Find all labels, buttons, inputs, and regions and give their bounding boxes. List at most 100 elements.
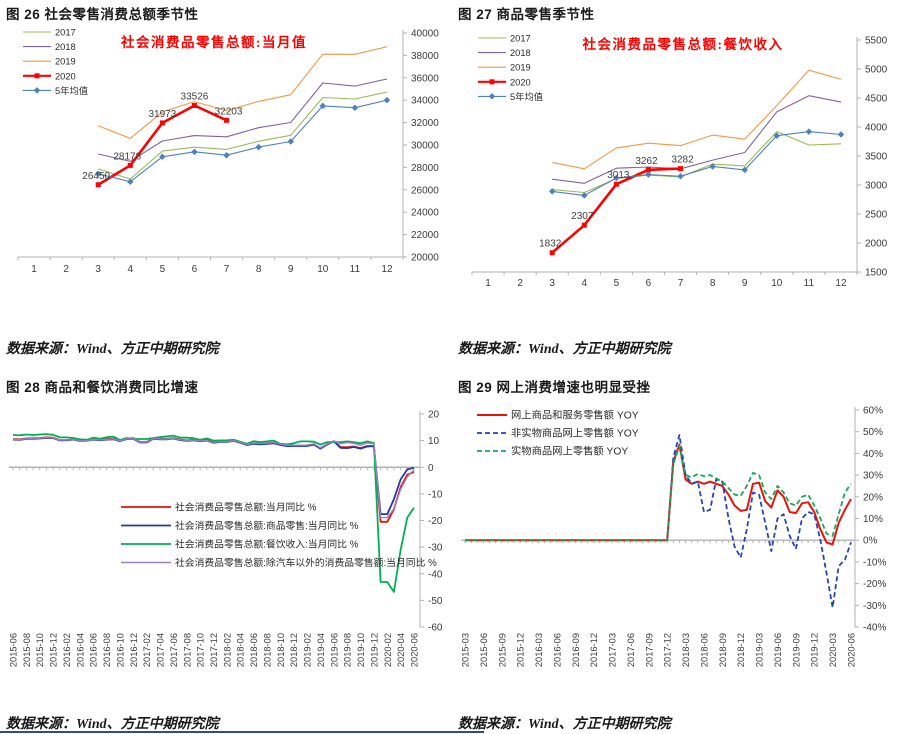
legend-label: 2019 [510, 63, 531, 73]
legend-label: 2020 [55, 71, 76, 81]
series-社会消费品零售总额:餐饮收入:当月同比 % [12, 433, 415, 593]
x-tick-label: 2020-03 [828, 633, 838, 667]
x-tick-label: 2018-12 [289, 633, 299, 667]
x-tick-label: 2019-06 [329, 633, 339, 667]
point-marker [191, 148, 198, 156]
x-tick-label: 2017-08 [182, 633, 192, 667]
point-marker [548, 188, 556, 195]
x-tick-label: 2018-12 [736, 633, 746, 667]
series-社会消费品零售总额:除汽车以外的消费品零售额:当月同比 % [12, 437, 415, 519]
point-marker [678, 166, 684, 172]
y-tick-label: 20000 [411, 253, 439, 264]
data-label: 3013 [607, 170, 630, 181]
series-line [12, 433, 415, 593]
y-tick-label: 36000 [411, 73, 439, 84]
y-tick-label: 3500 [865, 152, 888, 163]
point-marker [127, 178, 134, 185]
x-tick-label: 10 [771, 278, 783, 289]
series-5年均值 [548, 128, 845, 199]
legend-label: 2017 [55, 28, 76, 38]
x-tick-label: 2018-08 [262, 633, 272, 667]
figure-27-source: 数据来源：Wind、方正中期研究院 [458, 342, 671, 357]
point-marker [287, 138, 294, 145]
series-line [12, 437, 415, 519]
legend-label: 2018 [55, 42, 76, 52]
figure-27-chart: 1 2 3 4 5 6 7 8 9 10 11 125500500045004000350030002… [471, 34, 888, 289]
figure-28-chart: 2015-06 2015-08 2015-10 2015-12 2016-02 2016-… [9, 410, 443, 668]
x-tick-label: 2018-06 [699, 633, 709, 667]
data-label: 33526 [181, 92, 209, 103]
series-网上商品和服务零售额 YOY [465, 443, 852, 546]
legend-label: 实物商品网上零售额 YOY [511, 445, 628, 458]
series-2017 [552, 131, 842, 194]
series-5年均值 [94, 96, 391, 185]
x-tick-label: 2015-10 [35, 633, 45, 667]
x-tick-label: 2016-04 [75, 633, 85, 667]
x-tick-label: 2016-08 [102, 633, 112, 667]
y-tick-label: -30 [428, 543, 443, 554]
x-tick-label: 2017-06 [169, 633, 179, 667]
y-tick-label: 0% [863, 536, 878, 547]
x-tick-label: 2015-12 [49, 633, 59, 667]
inner-chart-title: 社会消费品零售总额:当月值 [120, 34, 307, 50]
axes: 1 2 3 4 5 6 7 8 9 10 11 125500500045004000350030002… [471, 36, 888, 289]
y-tick-label: -50 [428, 596, 443, 607]
legend: 2017 2018 2019 2020 5年均值 [478, 34, 543, 102]
x-tick-label: 2015-06 [479, 633, 489, 667]
series-line [552, 131, 842, 196]
series-line [97, 46, 388, 139]
x-tick-label: 2015-09 [497, 633, 507, 667]
series-line [465, 434, 852, 609]
figure-28-title: 图 28 商品和餐饮消费同比增速 [6, 380, 199, 395]
y-tick-label: 24000 [411, 208, 439, 219]
y-tick-label: 22000 [411, 230, 439, 241]
point-marker [33, 87, 41, 94]
x-tick-label: 2019-09 [791, 633, 801, 667]
series-line [98, 91, 388, 180]
point-marker [255, 143, 262, 151]
series-2017 [98, 91, 388, 180]
series-2020 [549, 166, 684, 256]
series-2018 [552, 95, 842, 184]
y-tick-label: 20% [863, 492, 883, 503]
legend-label: 2018 [510, 48, 531, 58]
x-tick-label: 4 [582, 278, 588, 289]
x-tick-label: 2018-03 [681, 633, 691, 667]
series-实物商品网上零售额 YOY [465, 444, 852, 542]
point-marker [159, 153, 166, 161]
point-marker [191, 103, 197, 109]
y-tick-label: -10 [428, 489, 443, 500]
series-line [552, 95, 842, 184]
x-tick-label: 2019-02 [303, 633, 313, 667]
x-tick-label: 11 [350, 264, 361, 275]
series-line [552, 69, 842, 170]
series-2019 [97, 46, 388, 139]
x-tick-label: 2020-06 [847, 633, 857, 667]
point-marker [224, 117, 230, 123]
axes: 2015-06 2015-08 2015-10 2015-12 2016-02 2016-… [9, 410, 443, 668]
x-tick-label: 2019-03 [755, 633, 765, 667]
legend-label: 5年均值 [510, 91, 543, 102]
x-tick-label: 2 [517, 278, 523, 289]
y-tick-label: 38000 [411, 51, 439, 62]
point-marker [581, 222, 587, 228]
y-tick-label: 60% [863, 406, 883, 417]
y-tick-label: 2500 [865, 210, 888, 221]
x-tick-label: 2 [63, 264, 69, 275]
x-tick-label: 4 [128, 264, 134, 275]
series-line [98, 99, 388, 183]
point-marker [613, 181, 619, 187]
x-tick-label: 2017-04 [156, 633, 166, 667]
y-tick-label: 3000 [865, 181, 888, 192]
figure-29-source: 数据来源：Wind、方正中期研究院 [458, 717, 671, 732]
x-tick-label: 8 [710, 278, 716, 289]
point-marker [741, 166, 748, 174]
y-tick-label: 5500 [865, 36, 888, 47]
point-marker [94, 170, 102, 178]
point-marker [34, 73, 40, 79]
x-tick-label: 12 [381, 264, 393, 275]
series-line [465, 443, 852, 546]
series-2020 [95, 103, 230, 188]
series-line [552, 131, 842, 194]
x-tick-label: 8 [256, 264, 262, 275]
